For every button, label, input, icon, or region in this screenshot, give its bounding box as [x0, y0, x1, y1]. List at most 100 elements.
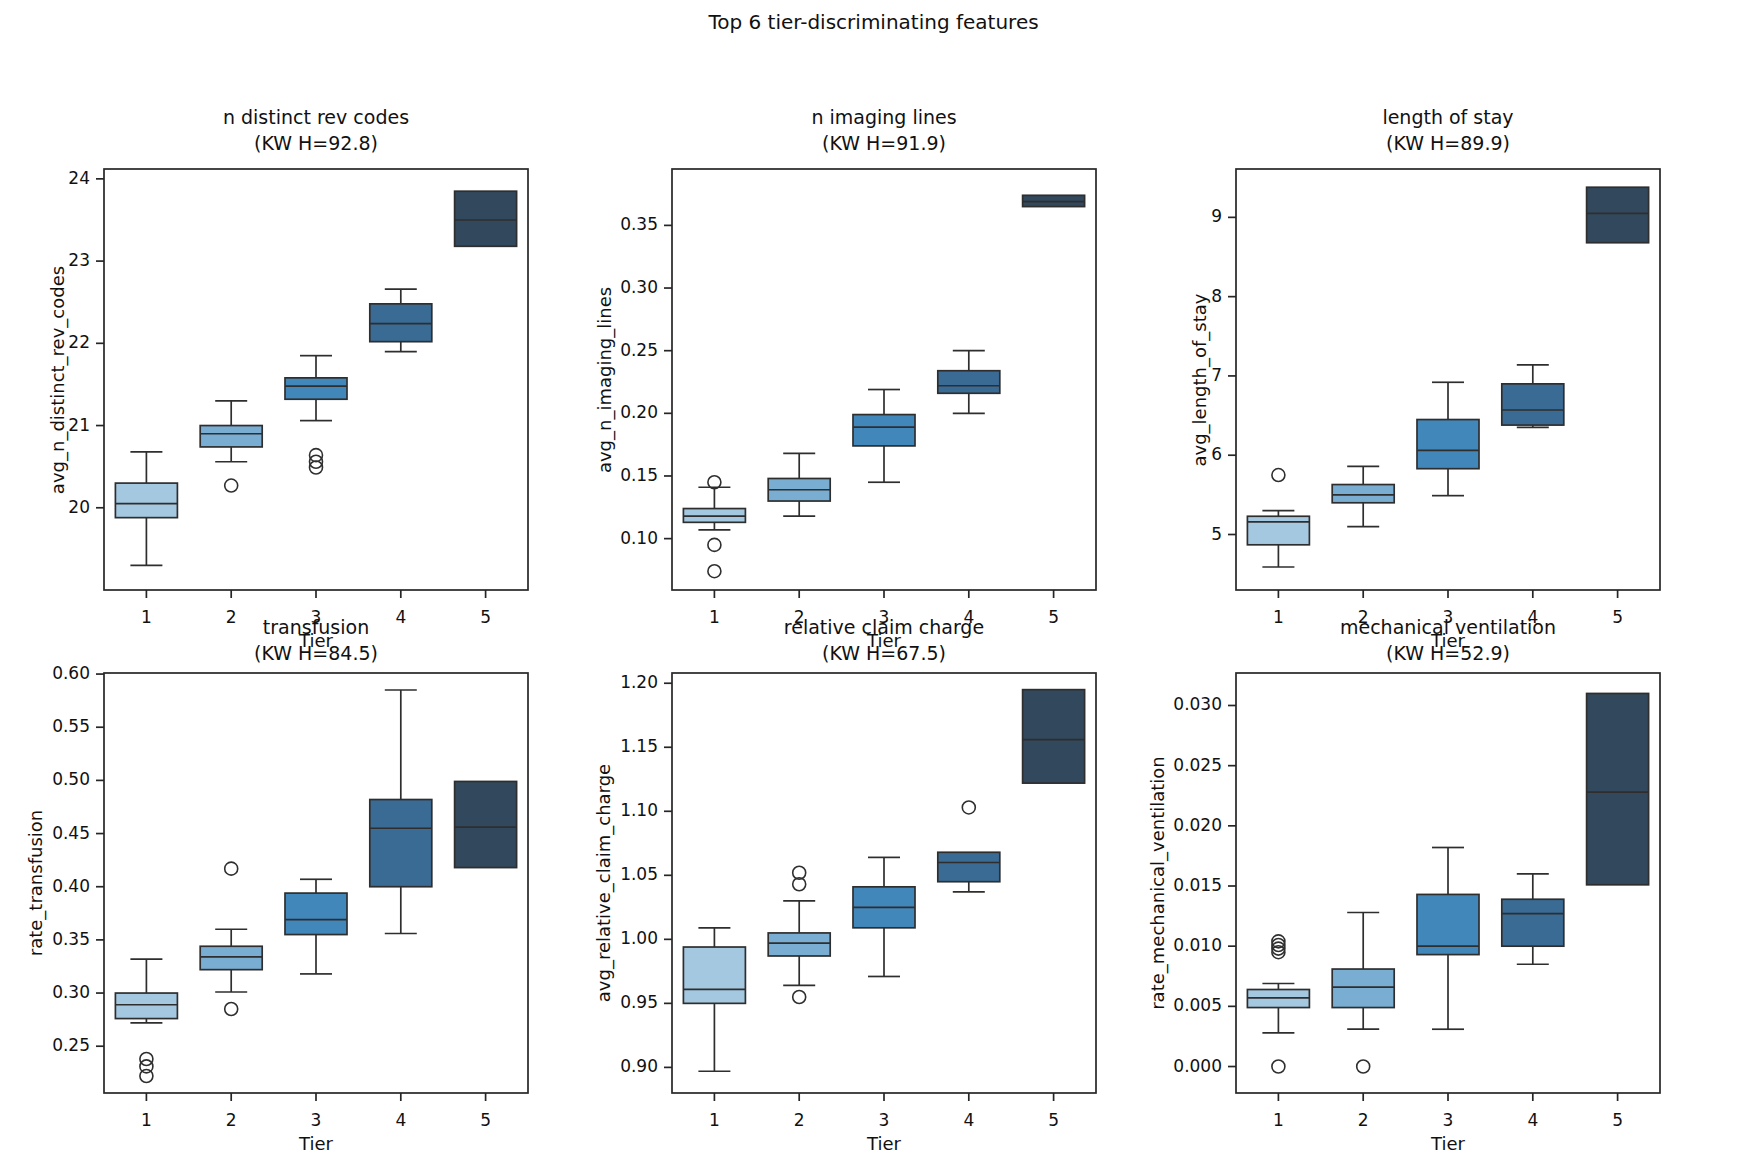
- x-axis-label: Tier: [1388, 1133, 1508, 1154]
- x-axis: 12345: [141, 1093, 491, 1130]
- y-tick-label: 0.20: [620, 402, 658, 422]
- boxplot-canvas: 0.250.300.350.400.450.500.550.6012345: [30, 659, 544, 1143]
- y-tick-label: 0.020: [1173, 815, 1222, 835]
- y-tick-label: 0.030: [1173, 694, 1222, 714]
- y-tick-label: 1.00: [620, 928, 658, 948]
- outlier-point: [1272, 469, 1285, 482]
- y-axis: 0.100.150.200.250.300.35: [620, 214, 672, 547]
- y-axis: 0.900.951.001.051.101.151.20: [620, 672, 672, 1076]
- outlier-point: [225, 1003, 238, 1016]
- box-tier-4: [1502, 874, 1564, 964]
- box-tier-4: [938, 801, 1000, 892]
- y-tick-label: 1.15: [620, 736, 658, 756]
- y-axis: 0.000 0.005 0.010 0.015 0.020 0.025 0.030: [1173, 694, 1236, 1075]
- box-tier-4: [370, 690, 432, 933]
- iqr-box: [285, 893, 347, 934]
- y-tick-label: 8: [1211, 286, 1222, 306]
- y-tick-label: 0.35: [620, 214, 658, 234]
- x-tick-label: 2: [1358, 1110, 1369, 1130]
- subplot-title: n imaging lines(KW H=91.9): [624, 104, 1144, 156]
- y-tick-label: 20: [68, 497, 90, 517]
- y-tick-label: 0.010: [1173, 935, 1222, 955]
- outlier-point: [225, 862, 238, 875]
- x-axis-label: Tier: [824, 1133, 944, 1154]
- box-tier-1: [1247, 469, 1309, 567]
- y-tick-label: 21: [68, 415, 90, 435]
- y-tick-label: 0.55: [52, 716, 90, 736]
- x-tick-label: 5: [1048, 1110, 1059, 1130]
- iqr-box: [938, 852, 1000, 881]
- x-tick-label: 1: [141, 1110, 152, 1130]
- y-tick-label: 0.45: [52, 823, 90, 843]
- outlier-point: [1272, 1060, 1285, 1073]
- box-tier-2: [1332, 912, 1394, 1073]
- y-tick-label: 0.005: [1173, 995, 1222, 1015]
- iqr-box: [1332, 969, 1394, 1008]
- iqr-box: [115, 993, 177, 1019]
- iqr-box: [1587, 693, 1649, 884]
- box-tier-1: [1247, 935, 1309, 1073]
- box-tier-5: [1587, 187, 1649, 242]
- x-tick-label: 1: [1273, 1110, 1284, 1130]
- feature-name: transfusion: [263, 616, 369, 638]
- box-tier-1: [115, 452, 177, 565]
- subplot-title: n distinct rev codes(KW H=92.8): [56, 104, 576, 156]
- iqr-box: [455, 191, 517, 246]
- box-tier-2: [200, 862, 262, 1015]
- y-tick-label: 0.015: [1173, 875, 1222, 895]
- iqr-box: [370, 800, 432, 887]
- y-tick-label: 0.25: [620, 340, 658, 360]
- boxplot-canvas: 0.100.150.200.250.300.3512345: [598, 155, 1112, 640]
- x-tick-label: 3: [879, 1110, 890, 1130]
- x-tick-label: 3: [311, 1110, 322, 1130]
- outlier-point: [225, 479, 238, 492]
- iqr-box: [768, 933, 830, 956]
- y-tick-label: 0.025: [1173, 755, 1222, 775]
- y-tick-label: 22: [68, 332, 90, 352]
- box-tier-5: [1587, 693, 1649, 884]
- iqr-box: [200, 946, 262, 969]
- y-tick-label: 0.50: [52, 769, 90, 789]
- figure-title: Top 6 tier-discriminating features: [0, 10, 1747, 34]
- x-axis-label: Tier: [256, 1133, 376, 1154]
- x-tick-label: 2: [226, 1110, 237, 1130]
- box-tier-2: [1332, 466, 1394, 526]
- iqr-box: [1587, 187, 1649, 242]
- x-tick-label: 3: [1443, 1110, 1454, 1130]
- y-tick-label: 0.60: [52, 663, 90, 683]
- iqr-box: [938, 371, 1000, 394]
- box-tier-5: [455, 191, 517, 246]
- box-tier-3: [1417, 847, 1479, 1029]
- y-tick-label: 0.000: [1173, 1056, 1222, 1076]
- box-tier-4: [1502, 365, 1564, 428]
- subplot-title: length of stay(KW H=89.9): [1188, 104, 1708, 156]
- y-tick-label: 0.40: [52, 876, 90, 896]
- feature-name: relative claim charge: [784, 616, 984, 638]
- outlier-point: [140, 1069, 153, 1082]
- x-axis: 12345: [1273, 1093, 1623, 1130]
- x-tick-label: 5: [480, 1110, 491, 1130]
- x-tick-label: 4: [1527, 1110, 1538, 1130]
- feature-name: length of stay: [1382, 106, 1513, 128]
- box-tier-3: [853, 390, 915, 483]
- feature-name: mechanical ventilation: [1340, 616, 1556, 638]
- y-tick-label: 1.05: [620, 864, 658, 884]
- y-tick-label: 0.10: [620, 528, 658, 548]
- feature-name: n imaging lines: [811, 106, 956, 128]
- y-axis: 2021222324: [68, 168, 104, 517]
- y-tick-label: 23: [68, 250, 90, 270]
- box-tier-3: [1417, 382, 1479, 495]
- box-tier-3: [285, 356, 347, 474]
- outlier-point: [708, 538, 721, 551]
- y-tick-label: 0.30: [52, 982, 90, 1002]
- y-tick-label: 7: [1211, 365, 1222, 385]
- box-tier-1: [683, 928, 745, 1071]
- figure: Top 6 tier-discriminating features n dis…: [0, 0, 1747, 1172]
- y-tick-label: 0.95: [620, 992, 658, 1012]
- iqr-box: [1417, 420, 1479, 469]
- box-tier-1: [683, 476, 745, 578]
- y-axis: 56789: [1211, 206, 1236, 543]
- iqr-box: [853, 415, 915, 446]
- feature-name: n distinct rev codes: [223, 106, 409, 128]
- boxplot-canvas: 5678912345: [1162, 155, 1676, 640]
